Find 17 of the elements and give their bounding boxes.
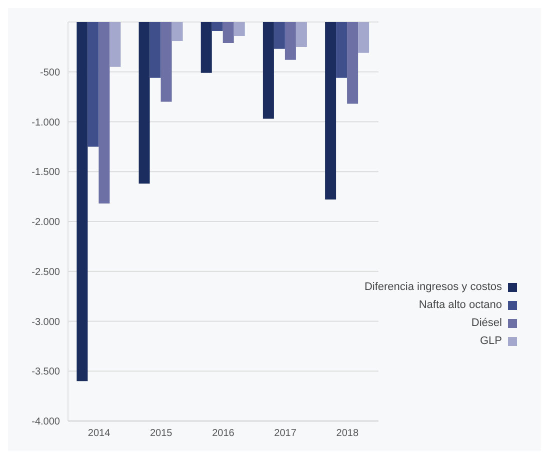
legend-label: Nafta alto octano [418,298,502,313]
x-tick-label: 2017 [274,428,297,440]
legend-label: Diferencia ingresos y costos [364,280,502,295]
y-tick-label: -4.000 [32,416,60,428]
legend-label: Diésel [471,316,502,331]
x-tick-label: 2014 [88,428,111,440]
y-tick-label: -500 [40,67,60,78]
y-tick-label: -3.000 [32,316,60,328]
y-tick-label: -2.500 [32,266,60,278]
y-tick-label: -3.500 [32,366,60,378]
y-tick-label: -1.500 [32,167,60,178]
legend-label: GLP [480,334,502,349]
y-tick-label: -2.000 [32,217,60,228]
x-tick-label: 2018 [336,428,359,440]
y-tick-label: -1.000 [32,117,60,128]
x-tick-label: 2016 [212,428,235,440]
x-tick-label: 2015 [150,428,173,440]
